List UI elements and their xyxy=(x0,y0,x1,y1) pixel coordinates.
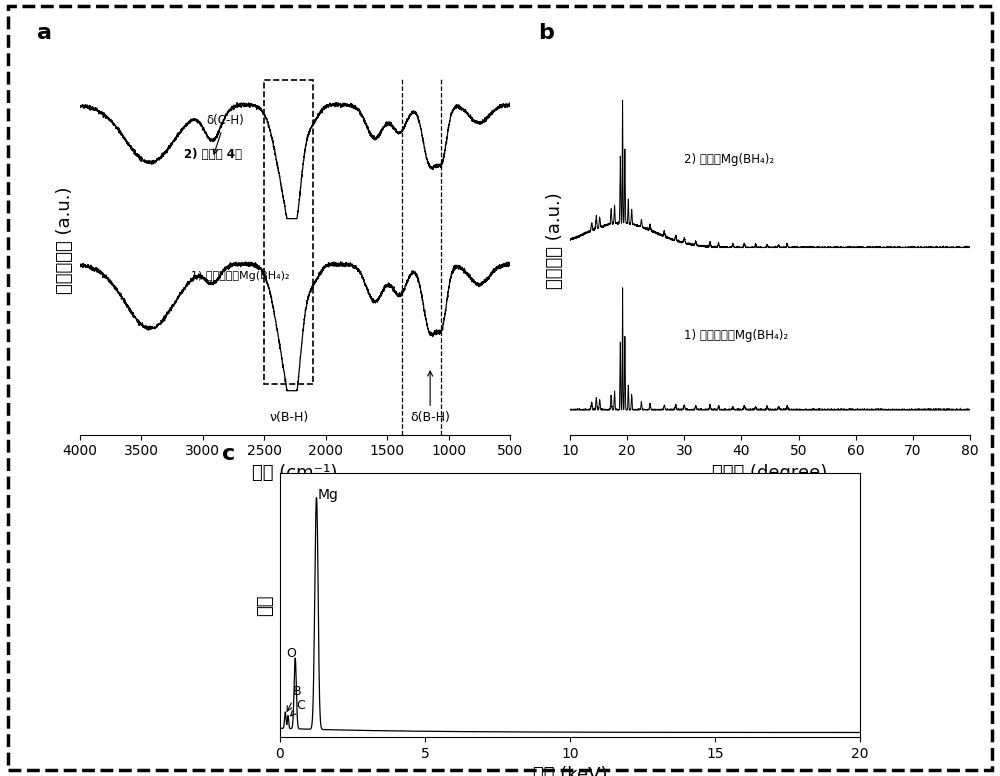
X-axis label: 波数 (cm⁻¹): 波数 (cm⁻¹) xyxy=(252,464,338,482)
Text: 2) 热处理 4天: 2) 热处理 4天 xyxy=(184,148,242,161)
Text: δ(B-H): δ(B-H) xyxy=(410,371,450,424)
Text: B: B xyxy=(287,684,302,712)
Text: 2) 合成的Mg(BH₄)₂: 2) 合成的Mg(BH₄)₂ xyxy=(684,153,774,166)
Text: c: c xyxy=(222,444,235,464)
Text: Mg: Mg xyxy=(318,487,339,501)
Text: O: O xyxy=(286,647,296,660)
Text: δ(C-H): δ(C-H) xyxy=(206,114,244,154)
X-axis label: 能量 (keV): 能量 (keV) xyxy=(533,767,607,776)
Text: ν(B-H): ν(B-H) xyxy=(269,411,308,424)
X-axis label: 衰射角 (degree): 衰射角 (degree) xyxy=(712,464,828,482)
Text: 1) 商业购买的Mg(BH₄)₂: 1) 商业购买的Mg(BH₄)₂ xyxy=(684,329,788,342)
Text: C: C xyxy=(291,699,305,716)
Text: b: b xyxy=(538,23,554,43)
Text: a: a xyxy=(37,23,52,43)
Y-axis label: 相对透过率 (a.u.): 相对透过率 (a.u.) xyxy=(56,187,74,294)
Y-axis label: 强度: 强度 xyxy=(256,594,274,616)
Text: 1) 商业购买的Mg(BH₄)₂: 1) 商业购买的Mg(BH₄)₂ xyxy=(191,272,289,282)
Bar xyxy=(264,80,313,384)
Y-axis label: 相对强度 (a.u.): 相对强度 (a.u.) xyxy=(546,192,564,289)
